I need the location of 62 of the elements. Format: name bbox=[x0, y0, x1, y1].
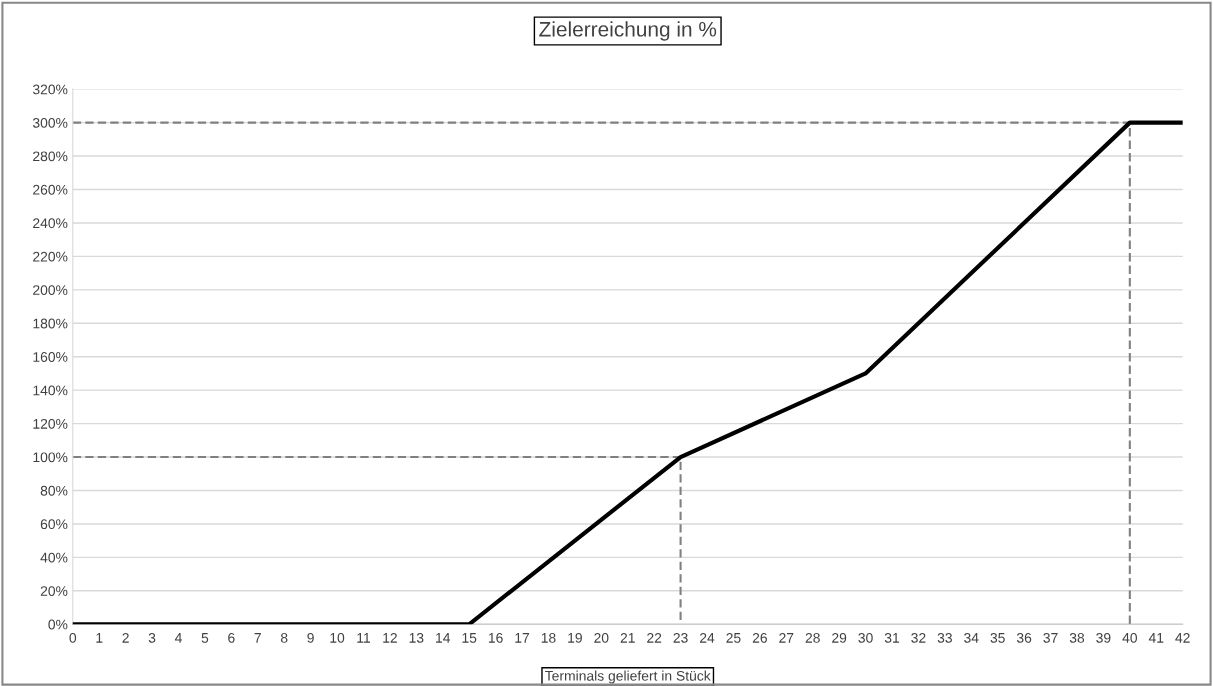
x-axis-title: Terminals geliefert in Stück bbox=[545, 670, 711, 684]
y-tick-label: 160% bbox=[33, 352, 68, 362]
x-tick-label: 9 bbox=[307, 632, 314, 643]
x-tick-label: 4 bbox=[174, 633, 182, 643]
y-tick-label: 40% bbox=[40, 552, 68, 563]
x-tick-label: 19 bbox=[568, 632, 582, 643]
x-tick-label: 11 bbox=[357, 633, 370, 643]
y-tick-label: 320% bbox=[32, 84, 68, 95]
x-tick-label: 10 bbox=[330, 632, 345, 643]
x-tick-label: 7 bbox=[254, 633, 261, 643]
x-tick-label: 14 bbox=[436, 633, 451, 643]
x-tick-label: 24 bbox=[699, 632, 715, 643]
x-tick-label: 15 bbox=[462, 633, 477, 643]
x-tick-label: 32 bbox=[911, 632, 926, 643]
x-tick-label: 25 bbox=[726, 632, 741, 643]
y-tick-label: 300% bbox=[32, 117, 68, 128]
x-tick-label: 33 bbox=[937, 632, 952, 643]
y-tick-label: 280% bbox=[33, 151, 68, 162]
x-tick-label: 5 bbox=[201, 633, 209, 643]
y-tick-label: 200% bbox=[33, 285, 68, 295]
y-tick-label: 220% bbox=[33, 251, 68, 262]
x-tick-label: 28 bbox=[805, 632, 820, 643]
x-tick-label: 30 bbox=[858, 632, 873, 643]
x-tick-label: 23 bbox=[673, 632, 688, 643]
x-tick-label: 8 bbox=[280, 632, 288, 643]
y-tick-label: 0% bbox=[48, 619, 68, 630]
x-tick-label: 31 bbox=[884, 632, 900, 643]
x-tick-label: 13 bbox=[409, 632, 424, 643]
y-tick-label: 80% bbox=[40, 485, 68, 496]
x-tick-label: 12 bbox=[383, 632, 397, 643]
x-tick-label: 17 bbox=[515, 633, 530, 643]
x-tick-label: 41 bbox=[1148, 633, 1164, 643]
y-tick-label: 20% bbox=[40, 586, 68, 596]
x-tick-label: 27 bbox=[779, 632, 794, 643]
x-tick-label: 38 bbox=[1069, 632, 1085, 643]
chart-title: Zielerreichung in % bbox=[539, 21, 717, 41]
y-tick-label: 60% bbox=[40, 519, 68, 530]
x-tick-label: 40 bbox=[1122, 632, 1137, 643]
x-tick-label: 39 bbox=[1096, 632, 1111, 643]
x-tick-label: 42 bbox=[1175, 632, 1190, 643]
x-tick-label: 18 bbox=[541, 632, 556, 643]
x-tick-label: 21 bbox=[620, 632, 635, 643]
y-tick-label: 240% bbox=[33, 218, 68, 229]
x-tick-label: 1 bbox=[96, 633, 103, 643]
y-tick-label: 100% bbox=[33, 452, 68, 463]
x-tick-label: 16 bbox=[488, 632, 503, 643]
y-tick-label: 120% bbox=[33, 418, 68, 429]
x-tick-label: 37 bbox=[1043, 632, 1058, 643]
x-tick-label: 20 bbox=[594, 632, 609, 643]
x-tick-label: 29 bbox=[832, 632, 847, 643]
x-tick-label: 3 bbox=[148, 632, 156, 643]
x-tick-label: 26 bbox=[752, 632, 767, 643]
x-tick-label: 35 bbox=[990, 632, 1005, 643]
y-tick-label: 180% bbox=[33, 318, 68, 329]
y-tick-label: 140% bbox=[33, 385, 68, 396]
x-tick-label: 22 bbox=[647, 632, 662, 643]
x-tick-label: 0 bbox=[69, 632, 77, 643]
x-tick-label: 34 bbox=[964, 632, 979, 643]
x-tick-label: 6 bbox=[228, 632, 235, 643]
y-tick-label: 260% bbox=[33, 184, 68, 195]
x-tick-label: 36 bbox=[1016, 632, 1032, 643]
x-tick-label: 2 bbox=[122, 632, 129, 643]
